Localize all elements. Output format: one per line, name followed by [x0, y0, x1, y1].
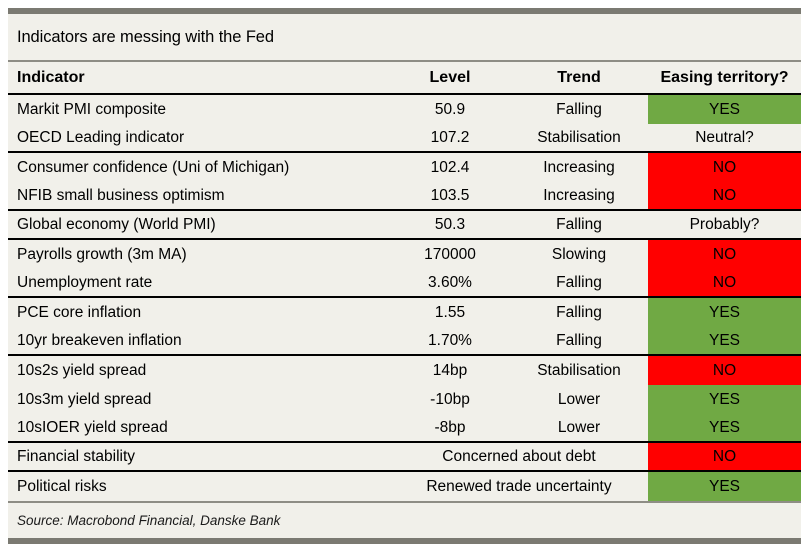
- easing-territory-cell: NO: [648, 153, 801, 182]
- indicator-cell: 10sIOER yield spread: [17, 418, 168, 436]
- table-header-row: Indicator Level Trend Easing territory?: [8, 62, 801, 95]
- level-cell: 1.70%: [428, 331, 472, 349]
- trend-cell: Stabilisation: [537, 361, 621, 379]
- table-row: PCE core inflation 1.55 Falling YES: [8, 298, 801, 327]
- level-cell: 1.55: [434, 303, 466, 321]
- easing-territory-cell: NO: [648, 240, 801, 269]
- top-rule: [8, 8, 801, 14]
- level-cell: 50.3: [434, 215, 466, 233]
- indicator-cell: Payrolls growth (3m MA): [17, 245, 187, 263]
- table-row: 10s2s yield spread 14bp Stabilisation NO: [8, 356, 801, 385]
- source-line: Source: Macrobond Financial, Danske Bank: [8, 501, 801, 538]
- table-row: 10s3m yield spread -10bp Lower YES: [8, 385, 801, 414]
- indicator-cell: Consumer confidence (Uni of Michigan): [17, 158, 290, 176]
- table-content: Indicators are messing with the Fed Indi…: [8, 14, 801, 538]
- easing-territory-cell: Probably?: [689, 215, 760, 233]
- indicator-cell: Financial stability: [17, 447, 136, 465]
- table-row: 10yr breakeven inflation 1.70% Falling YES: [8, 327, 801, 356]
- trend-cell: Lower: [557, 390, 601, 408]
- indicator-cell: 10s3m yield spread: [17, 390, 152, 408]
- indicator-cell: OECD Leading indicator: [17, 128, 185, 146]
- easing-territory-cell: YES: [648, 327, 801, 354]
- easing-territory-cell: YES: [648, 95, 801, 124]
- level-cell: -8bp: [434, 418, 466, 436]
- source-text: Source: Macrobond Financial, Danske Bank: [17, 513, 281, 528]
- header-easing-territory: Easing territory?: [660, 68, 789, 86]
- header-level: Level: [429, 68, 471, 86]
- header-indicator: Indicator: [17, 68, 85, 86]
- indicator-cell: 10s2s yield spread: [17, 361, 147, 379]
- easing-territory-cell: YES: [648, 414, 801, 441]
- level-cell: 102.4: [430, 158, 470, 176]
- table-row: Political risks Renewed trade uncertainty…: [8, 472, 801, 501]
- title-text: Indicators are messing with the Fed: [17, 27, 274, 46]
- table-row: 10sIOER yield spread -8bp Lower YES: [8, 414, 801, 443]
- level-cell: 103.5: [430, 186, 470, 204]
- easing-territory-cell: NO: [648, 356, 801, 385]
- table-row: OECD Leading indicator 107.2 Stabilisation…: [8, 124, 801, 153]
- table-row: Consumer confidence (Uni of Michigan) 102…: [8, 153, 801, 182]
- indicator-cell: Unemployment rate: [17, 273, 153, 291]
- trend-cell: Stabilisation: [537, 128, 621, 146]
- easing-territory-cell: NO: [648, 182, 801, 209]
- easing-territory-cell: NO: [648, 443, 801, 470]
- table-row: Financial stability Concerned about debt N…: [8, 443, 801, 472]
- trend-cell: Increasing: [543, 158, 615, 176]
- indicator-cell: Political risks: [17, 477, 107, 495]
- level-cell: 170000: [424, 245, 476, 263]
- trend-cell: Falling: [556, 100, 602, 118]
- trend-cell: Falling: [556, 331, 602, 349]
- level-cell: 107.2: [430, 128, 470, 146]
- level-cell: -10bp: [430, 390, 470, 408]
- trend-cell: Falling: [556, 273, 602, 291]
- figure: Indicators are messing with the Fed Indi…: [8, 8, 801, 544]
- easing-territory-cell: YES: [648, 472, 801, 501]
- statement-cell: Renewed trade uncertainty: [426, 477, 612, 495]
- easing-territory-cell: YES: [648, 385, 801, 414]
- table-row: NFIB small business optimism 103.5 Increas…: [8, 182, 801, 211]
- table-body: Markit PMI composite 50.9 Falling YES OECD L…: [8, 95, 801, 501]
- table-row: Unemployment rate 3.60% Falling NO: [8, 269, 801, 298]
- indicator-cell: Markit PMI composite: [17, 100, 167, 118]
- trend-cell: Falling: [556, 215, 602, 233]
- level-cell: 50.9: [434, 100, 466, 118]
- trend-cell: Increasing: [543, 186, 615, 204]
- indicator-cell: 10yr breakeven inflation: [17, 331, 182, 349]
- header-trend: Trend: [557, 68, 601, 86]
- trend-cell: Slowing: [551, 245, 607, 263]
- level-cell: 14bp: [432, 361, 468, 379]
- table-row: Global economy (World PMI) 50.3 Falling Pro…: [8, 211, 801, 240]
- easing-territory-cell: YES: [648, 298, 801, 327]
- statement-cell: Concerned about debt: [442, 447, 596, 465]
- indicator-cell: PCE core inflation: [17, 303, 142, 321]
- bottom-rule: [8, 538, 801, 544]
- figure-title: Indicators are messing with the Fed: [8, 14, 801, 62]
- trend-cell: Falling: [556, 303, 602, 321]
- easing-territory-cell: Neutral?: [695, 128, 754, 146]
- easing-territory-cell: NO: [648, 269, 801, 296]
- table-row: Markit PMI composite 50.9 Falling YES: [8, 95, 801, 124]
- level-cell: 3.60%: [428, 273, 472, 291]
- indicator-cell: NFIB small business optimism: [17, 186, 225, 204]
- trend-cell: Lower: [557, 418, 601, 436]
- indicator-cell: Global economy (World PMI): [17, 215, 216, 233]
- table-row: Payrolls growth (3m MA) 170000 Slowing NO: [8, 240, 801, 269]
